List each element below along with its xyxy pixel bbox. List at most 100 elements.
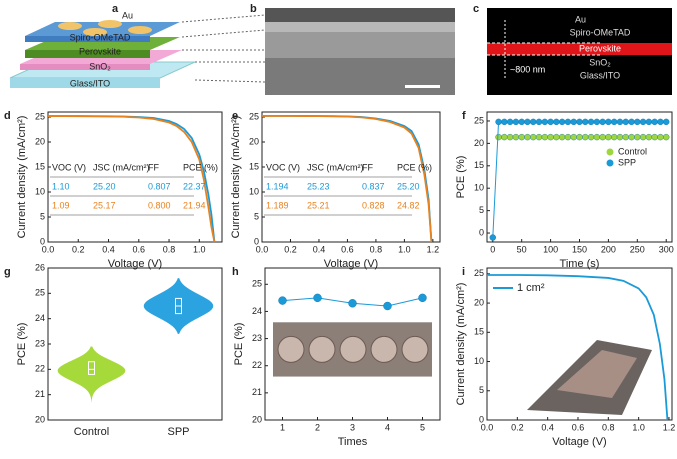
- data-point: [576, 118, 583, 126]
- data-point: [634, 133, 641, 141]
- data-point: [657, 118, 664, 126]
- y-tick-label: 15: [35, 161, 45, 171]
- data-point: [524, 133, 531, 141]
- x-tick-label: 100: [543, 244, 558, 254]
- y-tick-label: 25: [249, 111, 259, 121]
- x-axis-label: Times: [338, 436, 368, 448]
- spiro-side: [25, 36, 150, 42]
- y-tick-label: 15: [474, 327, 484, 337]
- data-point: [599, 118, 606, 126]
- series-line: [48, 115, 216, 243]
- data-point: [610, 133, 618, 141]
- x-tick-label: 2: [315, 422, 320, 432]
- x-axis-label: Voltage (V): [324, 258, 378, 270]
- layer-label: SnO₂: [89, 61, 111, 71]
- y-axis-label: PCE (%): [455, 156, 467, 199]
- y-axis-label: PCE (%): [16, 323, 28, 366]
- data-point: [530, 118, 537, 126]
- y-tick-label: 0: [479, 227, 484, 237]
- data-point: [383, 301, 392, 311]
- data-point: [622, 133, 629, 141]
- data-point: [547, 118, 554, 126]
- x-tick-label: 0.6: [572, 422, 585, 432]
- data-point: [582, 118, 589, 126]
- table-cell: 24.82: [397, 200, 420, 210]
- x-tick-label: 0.4: [313, 244, 326, 254]
- data-point: [313, 293, 322, 303]
- table-cell: 0.800: [148, 200, 171, 210]
- data-point: [599, 133, 606, 141]
- y-tick-label: 23: [252, 333, 262, 343]
- y-tick-label: 24: [35, 313, 45, 323]
- data-point: [593, 118, 601, 126]
- data-point: [418, 293, 427, 303]
- y-tick-label: 25: [252, 279, 262, 289]
- x-tick-label: 0.0: [481, 422, 494, 432]
- data-point: [348, 299, 357, 308]
- pl-layer-label: Perovskite: [579, 43, 621, 53]
- data-point: [553, 133, 560, 141]
- data-point: [616, 133, 624, 141]
- table-cell: 25.21: [307, 200, 330, 210]
- data-point: [576, 133, 583, 141]
- data-point: [518, 118, 525, 126]
- y-tick-label: 0: [254, 236, 259, 246]
- data-point: [663, 118, 670, 126]
- series-line: [262, 115, 433, 243]
- data-point: [605, 118, 612, 126]
- panel-label: a: [112, 3, 119, 15]
- y-tick-label: 25: [35, 111, 45, 121]
- x-tick-label: 1.2: [427, 244, 440, 254]
- guide-lines: [181, 14, 266, 83]
- y-tick-label: 10: [474, 183, 484, 193]
- table-header: VOC (V): [266, 162, 300, 172]
- table-header: FF: [148, 162, 159, 172]
- x-tick-label: 300: [659, 244, 674, 254]
- x-tick-label: 1.0: [632, 422, 645, 432]
- device-schematic: Au Spiro-OMeTAD Perovskite SnO₂ Glass/IT…: [9, 10, 196, 88]
- x-tick-label: 1.0: [193, 244, 206, 254]
- y-tick-label: 10: [249, 186, 259, 196]
- y-tick-label: 5: [254, 211, 259, 221]
- au-pad: [98, 20, 122, 28]
- data-point: [616, 118, 624, 126]
- data-point: [553, 118, 560, 126]
- table-cell: 25.23: [307, 181, 330, 191]
- y-axis-label: Current density (mA/cm²): [230, 116, 242, 239]
- au-pad: [83, 28, 107, 36]
- y-tick-label: 5: [40, 211, 45, 221]
- x-tick-label: 0.6: [133, 244, 146, 254]
- table-header: JSC (mA/cm²): [93, 162, 150, 172]
- data-point: [495, 133, 502, 141]
- x-tick-label: 0.2: [72, 244, 85, 254]
- sem-image: [265, 8, 455, 95]
- legend-label: 1 cm²: [517, 282, 545, 294]
- x-tick-label: 0.8: [602, 422, 615, 432]
- data-point: [501, 133, 508, 141]
- data-point: [628, 133, 635, 141]
- data-point: [593, 133, 601, 141]
- device-photo: [339, 335, 367, 363]
- y-tick-label: 21: [35, 389, 45, 399]
- x-tick-label: 3: [350, 422, 355, 432]
- panel-label: g: [4, 266, 11, 278]
- table-header: VOC (V): [52, 162, 86, 172]
- pl-layer-label: Glass/ITO: [580, 70, 620, 80]
- series-line: [262, 114, 433, 243]
- table-cell: 25.20: [93, 181, 116, 191]
- x-tick-label: 0.0: [256, 244, 269, 254]
- pl-layer-label: Au: [575, 14, 586, 24]
- y-tick-label: 15: [474, 160, 484, 170]
- data-point: [547, 133, 554, 141]
- x-tick-label: 1.2: [663, 422, 676, 432]
- data-point: [278, 296, 287, 305]
- y-axis-label: Current density (mA/cm²): [455, 283, 467, 406]
- layer-label: Spiro-OMeTAD: [70, 32, 131, 42]
- data-point: [570, 133, 577, 141]
- data-point: [489, 234, 496, 241]
- data-point: [622, 118, 629, 126]
- x-tick-label: 0.4: [541, 422, 554, 432]
- panel-label: c: [473, 3, 479, 15]
- au-pad: [128, 26, 152, 34]
- table-cell: 1.189: [266, 200, 289, 210]
